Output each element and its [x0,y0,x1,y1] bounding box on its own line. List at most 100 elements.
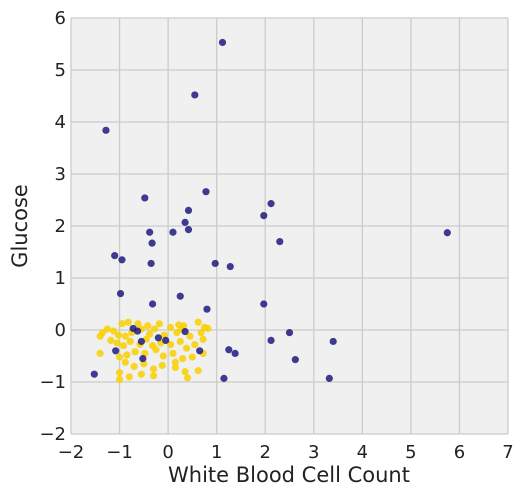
x-tick-label: 2 [259,442,270,463]
x-tick-label: 7 [502,442,513,463]
x-tick-label: 3 [308,442,319,463]
scatter-point-dark [141,194,149,202]
scatter-point-gold [146,330,154,338]
scatter-point-gold [113,339,121,347]
scatter-point-dark [225,346,233,354]
scatter-point-dark [226,262,234,271]
y-axis-label: Glucose [8,184,32,268]
scatter-point-dark [176,292,184,300]
grid-lines [70,17,509,435]
y-tick-label: 6 [55,8,66,29]
scatter-point-dark [137,337,146,346]
scatter-point-gold [124,318,132,326]
scatter-point-dark [196,347,204,355]
scatter-point-gold [131,348,139,356]
scatter-point-dark [211,259,219,268]
scatter-point-dark [162,336,170,344]
scatter-point-gold [144,322,152,330]
scatter-point-gold [181,368,189,376]
scatter-point-gold [188,353,196,361]
scatter-point-dark [184,226,193,234]
x-tick-label: −1 [106,442,133,463]
x-tick-label: 0 [162,442,173,463]
scatter-point-gold [171,358,179,366]
x-tick-labels: −2 −1 0 1 2 3 4 5 6 7 [58,442,514,463]
y-tick-label: 0 [55,320,66,341]
scatter-point-dark [181,218,189,226]
x-axis-label: White Blood Cell Count [168,463,410,487]
scatter-point-dark [276,238,284,246]
y-tick-label: 3 [55,164,66,185]
scatter-point-dark [116,290,125,298]
data-points [90,38,451,383]
scatter-point-dark [154,334,162,342]
x-tick-label: 6 [454,442,465,463]
scatter-point-dark [329,337,337,346]
scatter-point-gold [103,325,112,333]
scatter-point-dark [184,206,193,214]
scatter-point-dark [139,355,147,363]
scatter-point-gold [152,346,160,354]
scatter-point-dark [102,126,110,134]
scatter-point-gold [134,320,142,328]
scatter-point-dark [260,212,268,220]
scatter-point-gold [115,375,124,383]
scatter-point-dark [133,327,142,335]
scatter-point-dark [118,256,126,264]
scatter-point-dark [148,239,156,247]
x-tick-label: 1 [211,442,222,463]
y-tick-label: 2 [55,216,66,237]
scatter-point-gold [149,372,158,380]
scatter-point-gold [126,337,134,346]
scatter-point-dark [181,327,189,336]
scatter-point-dark [169,228,177,236]
scatter-point-gold [115,353,124,361]
y-tick-labels: −2 −1 0 1 2 3 4 5 6 [39,8,66,445]
scatter-point-gold [110,327,118,335]
scatter-point-gold [183,374,192,382]
scatter-point-gold [150,325,159,333]
scatter-point-gold [182,344,191,352]
scatter-point-gold [176,337,184,346]
x-tick-label: 4 [357,442,368,463]
scatter-point-dark [147,259,155,268]
scatter-point-gold [149,365,158,373]
y-tick-label: 5 [55,60,66,81]
scatter-point-gold [159,352,167,360]
scatter-point-gold [171,363,179,372]
scatter-point-gold [191,340,199,349]
scatter-point-dark [218,38,227,47]
scatter-point-gold [123,351,131,359]
scatter-point-gold [158,361,166,369]
scatter-point-gold [130,362,138,370]
scatter-point-gold [107,336,115,344]
scatter-point-gold [119,342,128,350]
x-tick-label: −2 [58,442,85,463]
scatter-point-dark [202,188,210,196]
scatter-point-gold [114,331,123,339]
scatter-point-dark [148,300,157,308]
scatter-point-gold [121,332,129,340]
scatter-point-dark [260,300,268,308]
scatter-point-gold [199,335,207,343]
scatter-point-gold [166,340,175,349]
scatter-point-gold [125,373,133,381]
scatter-point-dark [220,374,228,382]
scatter-point-gold [96,349,104,357]
scatter-point-gold [166,323,175,331]
scatter-point-dark [267,336,275,344]
scatter-point-dark [325,374,333,382]
scatter-point-gold [194,318,202,326]
scatter-point-dark [112,347,120,355]
scatter-point-gold [137,370,146,378]
scatter-point-dark [111,252,119,260]
scatter-point-gold [197,329,205,337]
scatter-point-gold [121,358,129,366]
scatter-point-dark [191,91,199,99]
y-tick-label: −1 [39,372,66,393]
scatter-point-gold [194,366,202,375]
x-tick-label: 5 [405,442,416,463]
scatter-point-dark [267,200,275,208]
scatter-point-gold [204,324,212,333]
